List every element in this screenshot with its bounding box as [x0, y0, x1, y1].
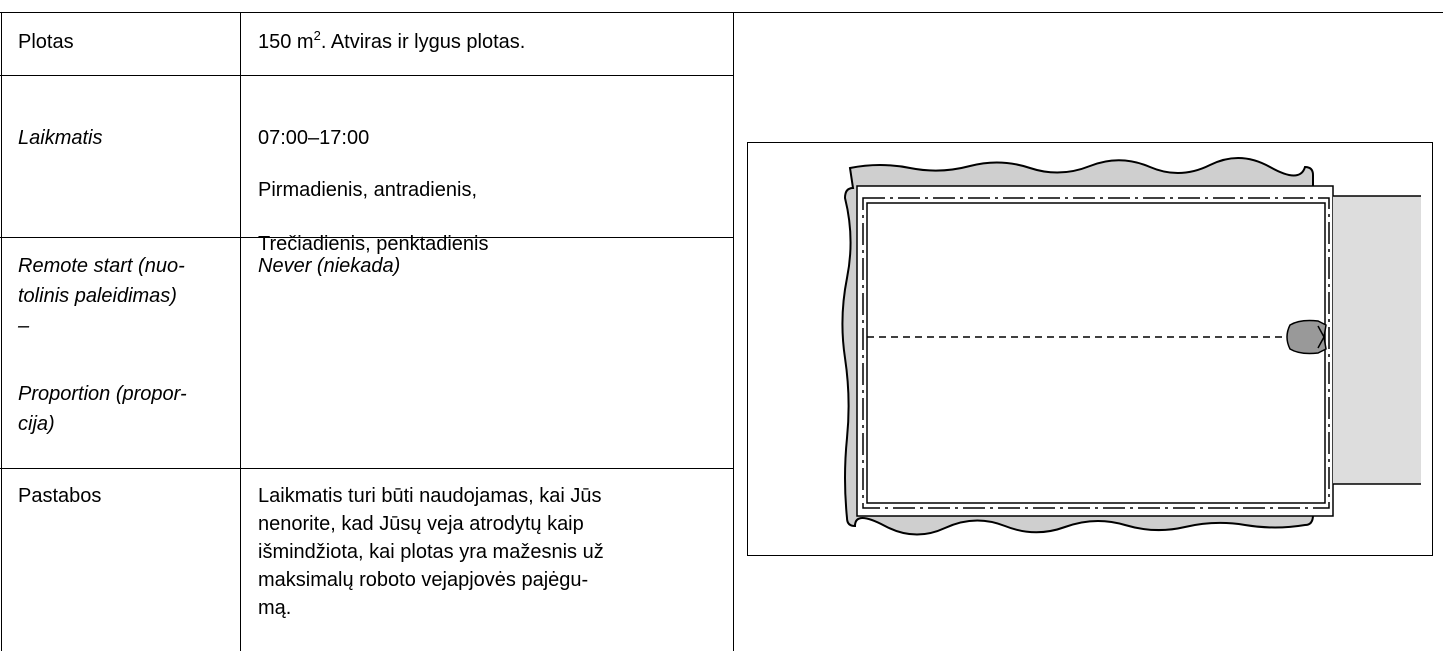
row-value-line: maksimalų roboto vejapjovės pajėgu- [258, 566, 588, 594]
col-rule [733, 12, 734, 651]
text: maksimalų roboto vejapjovės pajėgu- [258, 569, 589, 591]
row-label: cija) [18, 413, 55, 435]
row-rule [0, 237, 734, 238]
row-value-line: 150 m2. Atviras ir lygus plotas. [258, 28, 525, 56]
col-rule [1, 12, 2, 651]
row-value-line: 07:00–17:00 [258, 124, 369, 152]
row-label: – [18, 315, 30, 337]
text: 07:00–17:00 [258, 127, 370, 149]
row-rule [0, 75, 734, 76]
row-label: Proportion (propor- [18, 383, 187, 405]
row-label: Remote start (nuo- [18, 255, 185, 277]
row-label: Pastabos [18, 485, 102, 507]
row-value-line: Pirmadienis, antradienis, [258, 176, 477, 204]
row-value-line: Trečiadienis, penktadienis [258, 230, 489, 258]
text: . Atviras ir lygus plotas. [320, 31, 526, 53]
row-label: Laikmatis [18, 127, 103, 149]
col-rule [240, 12, 241, 651]
row-rule [0, 468, 734, 469]
text: Laikmatis turi būti naudojamas, kai Jūs [258, 485, 602, 507]
top-rule [0, 12, 1443, 13]
row-value-line: nenorite, kad Jūsų veja atrodytų kaip [258, 510, 584, 538]
row-value-line: išmindžiota, kai plotas yra mažesnis už [258, 538, 604, 566]
row-label: Plotas [18, 31, 74, 53]
text: nenorite, kad Jūsų veja atrodytų kaip [258, 513, 584, 535]
row-label: tolinis paleidimas) [18, 285, 177, 307]
superscript: 2 [313, 28, 321, 43]
row-value-line: mą. [258, 594, 291, 622]
text: mą. [258, 597, 292, 619]
row-value-line: Never (niekada) [258, 252, 400, 280]
text: 150 m [258, 31, 314, 53]
row-value-line: Laikmatis turi būti naudojamas, kai Jūs [258, 482, 602, 510]
text: Never (niekada) [258, 255, 401, 277]
text: išmindžiota, kai plotas yra mažesnis už [258, 541, 604, 563]
illustration [747, 142, 1433, 556]
text: Pirmadienis, antradienis, [258, 179, 477, 201]
text: Trečiadienis, penktadienis [258, 233, 489, 255]
